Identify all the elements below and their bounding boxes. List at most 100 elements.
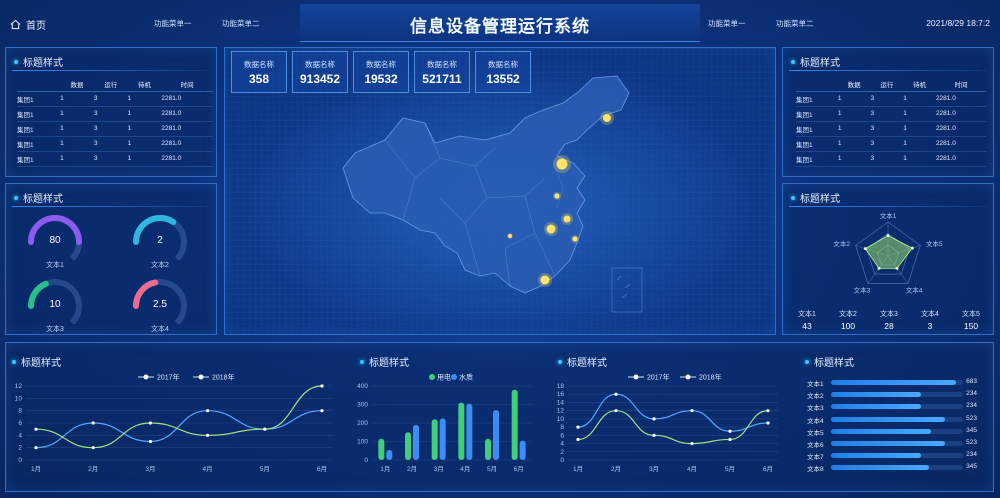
table-row[interactable]: 集团1 1 3 1 2281.0 (17, 136, 213, 152)
stat-label: 数据名称 (488, 60, 518, 69)
table-cell: 3 (93, 106, 128, 122)
table-cell: 1 (127, 121, 162, 137)
table-cell: 2281.0 (935, 121, 986, 137)
y-tick-label: 2 (560, 449, 564, 456)
hbar-row: 文本8 345 (807, 461, 977, 473)
hbar-label: 文本6 (807, 442, 824, 449)
stat-value: 913452 (299, 72, 341, 86)
table-row[interactable]: 集团1 1 3 1 2281.0 (17, 91, 213, 107)
table-row[interactable]: 集团1 1 3 1 2281.0 (796, 136, 986, 152)
hbar-label: 文本2 (807, 393, 824, 401)
gauge-3: 10 文本3 (25, 276, 85, 346)
hbar-track (831, 416, 963, 422)
gauge-value: 10 (49, 299, 61, 310)
hbar-value: 345 (966, 463, 977, 471)
radar-label: 文本3 (854, 286, 871, 295)
stat-card[interactable]: 数据名称 19532 (353, 51, 409, 93)
gauge-label: 文本2 (151, 262, 169, 269)
table-cell: 1 (127, 136, 162, 152)
hbar-row: 文本1 683 (807, 376, 977, 388)
stat-card[interactable]: 数据名称 913452 (292, 51, 348, 93)
table-cell: 1 (60, 121, 94, 137)
table-cell: 1 (903, 91, 936, 107)
legend-label: 2017年 (647, 373, 670, 382)
legend-label: 2018年 (212, 373, 235, 382)
y-tick-label: 4 (560, 441, 564, 448)
gauge-1: 80 文本1 (25, 212, 85, 282)
stat-value: 13552 (486, 72, 520, 86)
home-link[interactable]: 首页 (10, 17, 46, 32)
bar (413, 424, 419, 460)
table-row[interactable]: 集团1 1 3 1 2281.0 (796, 106, 986, 122)
gauge-4: 2.5 文本4 (130, 276, 190, 346)
bar (378, 438, 385, 460)
stat-label: 数据名称 (305, 60, 335, 69)
stat-label: 数据名称 (427, 60, 457, 69)
table-header: 运行 (870, 77, 904, 92)
data-table-left: 数据 运行 待机 时间 集团1 1 3 1 2281.0 集团1 1 3 1 2281.0 集团1 1 3 1 22… (17, 77, 213, 167)
hbar-row: 文本6 523 (807, 437, 977, 449)
table-cell: 3 (93, 136, 128, 152)
data-point (614, 409, 618, 413)
table-cell: 1 (60, 91, 94, 107)
gauge-value: 2 (157, 235, 163, 246)
stat-label: 数据名称 (366, 60, 396, 69)
table-row[interactable]: 集团1 1 3 1 2281.0 (17, 106, 213, 122)
data-point (652, 417, 656, 421)
hbar-value: 523 (966, 439, 977, 446)
menu-right-1[interactable]: 功能菜单一 (708, 19, 746, 28)
home-icon (10, 19, 21, 30)
data-point (614, 392, 618, 396)
hbar-fill (831, 392, 921, 398)
bar (439, 418, 446, 460)
gauge-2: 2 文本2 (130, 212, 190, 282)
radar-stat: 文本5 150 (951, 309, 991, 331)
data-point (690, 409, 694, 413)
table-row[interactable]: 集团1 1 3 1 2281.0 (796, 121, 986, 137)
stat-card[interactable]: 数据名称 521711 (414, 51, 470, 93)
table-row[interactable]: 集团1 1 3 1 2281.0 (17, 151, 213, 167)
page-title: 信息设备管理运行系统 (410, 17, 590, 36)
hbar-row: 文本7 234 (807, 449, 977, 461)
radar-label: 文本4 (906, 286, 923, 295)
table-row[interactable]: 集团1 1 3 1 2281.0 (17, 121, 213, 137)
table-cell: 3 (870, 151, 904, 167)
title-band (300, 4, 700, 42)
x-tick-label: 5月 (487, 465, 497, 473)
stat-card[interactable]: 数据名称 358 (231, 51, 287, 93)
hbar-track (831, 392, 963, 398)
radar-stat-value: 43 (802, 321, 812, 331)
radar-stat-name: 文本4 (921, 311, 939, 318)
data-point (148, 421, 152, 425)
hbar-label: 文本3 (807, 405, 824, 413)
y-tick-label: 300 (357, 402, 368, 409)
table-row[interactable]: 集团1 1 3 1 2281.0 (796, 151, 986, 167)
table-cell: 3 (93, 121, 128, 137)
hbar-track (831, 428, 963, 434)
radar-stat: 文本3 28 (869, 309, 909, 331)
panel-title-hbar: 标题样式 (805, 354, 854, 369)
menu-left-1[interactable]: 功能菜单一 (154, 19, 192, 28)
menu-right-2[interactable]: 功能菜单二 (776, 19, 814, 28)
y-tick-label: 4 (18, 432, 22, 439)
radar-label: 文本1 (880, 211, 897, 220)
hbar-row: 文本2 234 (807, 388, 977, 400)
data-point (576, 437, 580, 442)
hbar-track (831, 453, 963, 459)
y-tick-label: 12 (557, 408, 565, 415)
bar (386, 449, 393, 460)
stat-card[interactable]: 数据名称 13552 (475, 51, 531, 93)
stat-value: 521711 (422, 72, 462, 86)
radar-stat-name: 文本5 (962, 311, 980, 318)
panel-title-bar: 标题样式 (360, 354, 409, 369)
table-cell: 1 (127, 151, 162, 167)
hbar-value: 683 (966, 378, 977, 385)
hbar-value: 523 (966, 414, 977, 422)
data-table-right: 数据 运行 待机 时间 集团1 1 3 1 2281.0 集团1 1 3 1 2281.0 集团1 1 3 1 22… (796, 77, 986, 167)
hbar-fill (831, 416, 945, 422)
table-cell: 1 (903, 136, 936, 152)
menu-left-2[interactable]: 功能菜单二 (222, 19, 260, 28)
table-row[interactable]: 集团1 1 3 1 2281.0 (796, 91, 986, 107)
gauge-label: 文本3 (46, 326, 64, 333)
table-cell: 3 (870, 121, 904, 137)
